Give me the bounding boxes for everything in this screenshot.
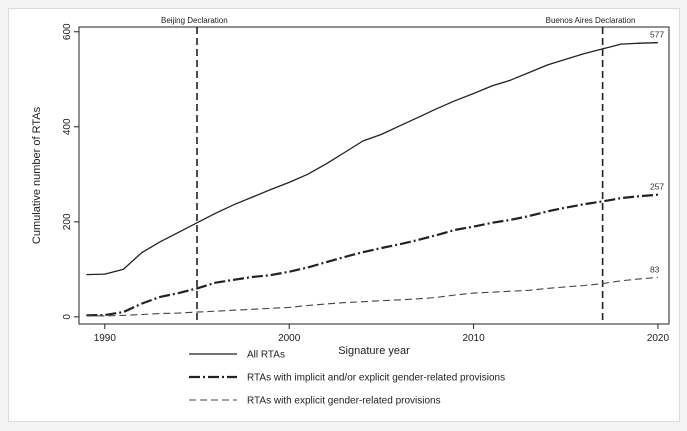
x-tick-label: 2020 — [647, 333, 670, 344]
legend-label: All RTAs — [247, 350, 285, 361]
chart-svg: 0 200 400 600 1990 2000 2010 2020 Signature year… — [9, 9, 679, 421]
x-tick-label: 2000 — [278, 333, 301, 344]
series-line — [86, 195, 658, 316]
legend-label: RTAs with implicit and/or explicit gende… — [247, 373, 505, 384]
series-end-label: 257 — [650, 182, 664, 192]
legend-label: RTAs with explicit gender-related provis… — [247, 396, 441, 407]
y-axis-title: Cumulative number of RTAs — [31, 106, 43, 244]
series-line — [86, 43, 658, 275]
y-tick-label: 400 — [62, 118, 73, 135]
chart-frame: 0 200 400 600 1990 2000 2010 2020 Signature year… — [8, 8, 680, 422]
x-axis-title: Signature year — [338, 345, 410, 357]
x-tick-label: 1990 — [94, 333, 117, 344]
y-tick-label: 0 — [62, 314, 73, 320]
x-tick-label: 2010 — [462, 333, 485, 344]
y-tick-label: 200 — [62, 213, 73, 230]
series-end-label: 83 — [650, 264, 660, 274]
series-line — [86, 277, 658, 316]
declaration-label: Beijing Declaration — [161, 16, 228, 25]
declaration-label: Buenos Aires Declaration — [546, 16, 636, 25]
series-end-label: 577 — [650, 30, 664, 40]
plot-area — [79, 27, 669, 324]
y-tick-label: 600 — [62, 23, 73, 40]
